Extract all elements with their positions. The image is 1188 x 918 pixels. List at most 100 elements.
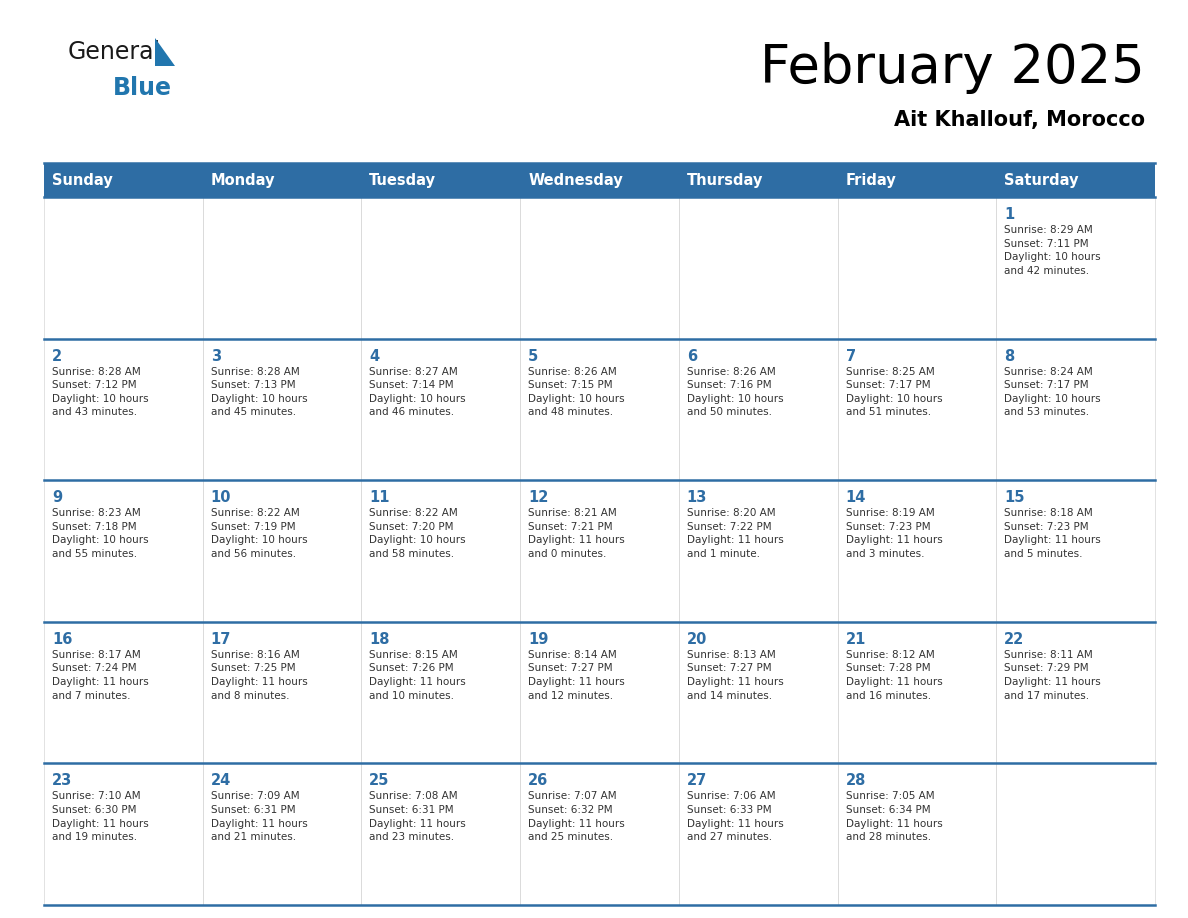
Text: 19: 19 bbox=[529, 632, 549, 647]
Text: Tuesday: Tuesday bbox=[369, 173, 436, 187]
Text: 1: 1 bbox=[1004, 207, 1015, 222]
Text: 16: 16 bbox=[52, 632, 72, 647]
Bar bbox=[520, 163, 678, 197]
Text: 12: 12 bbox=[529, 490, 549, 505]
Text: 9: 9 bbox=[52, 490, 62, 505]
Bar bbox=[838, 163, 997, 197]
Text: Sunrise: 8:15 AM
Sunset: 7:26 PM
Daylight: 11 hours
and 10 minutes.: Sunrise: 8:15 AM Sunset: 7:26 PM Dayligh… bbox=[369, 650, 466, 700]
Text: Sunrise: 8:28 AM
Sunset: 7:13 PM
Daylight: 10 hours
and 45 minutes.: Sunrise: 8:28 AM Sunset: 7:13 PM Dayligh… bbox=[210, 366, 308, 418]
Text: Thursday: Thursday bbox=[687, 173, 763, 187]
Bar bbox=[44, 764, 203, 905]
Text: 28: 28 bbox=[846, 773, 866, 789]
Text: Sunrise: 7:10 AM
Sunset: 6:30 PM
Daylight: 11 hours
and 19 minutes.: Sunrise: 7:10 AM Sunset: 6:30 PM Dayligh… bbox=[52, 791, 148, 842]
Text: 7: 7 bbox=[846, 349, 855, 364]
Text: Sunday: Sunday bbox=[52, 173, 113, 187]
Bar bbox=[678, 197, 838, 339]
Text: 5: 5 bbox=[529, 349, 538, 364]
Text: Sunrise: 8:20 AM
Sunset: 7:22 PM
Daylight: 11 hours
and 1 minute.: Sunrise: 8:20 AM Sunset: 7:22 PM Dayligh… bbox=[687, 509, 784, 559]
Bar bbox=[997, 197, 1155, 339]
Bar bbox=[838, 197, 997, 339]
Bar bbox=[997, 163, 1155, 197]
Text: Sunrise: 8:28 AM
Sunset: 7:12 PM
Daylight: 10 hours
and 43 minutes.: Sunrise: 8:28 AM Sunset: 7:12 PM Dayligh… bbox=[52, 366, 148, 418]
Text: 27: 27 bbox=[687, 773, 707, 789]
Bar bbox=[997, 339, 1155, 480]
Text: Wednesday: Wednesday bbox=[529, 173, 623, 187]
Text: Sunrise: 8:11 AM
Sunset: 7:29 PM
Daylight: 11 hours
and 17 minutes.: Sunrise: 8:11 AM Sunset: 7:29 PM Dayligh… bbox=[1004, 650, 1101, 700]
Bar bbox=[997, 764, 1155, 905]
Bar bbox=[997, 621, 1155, 764]
Text: 24: 24 bbox=[210, 773, 230, 789]
Text: Saturday: Saturday bbox=[1004, 173, 1079, 187]
Text: 18: 18 bbox=[369, 632, 390, 647]
Text: Sunrise: 7:05 AM
Sunset: 6:34 PM
Daylight: 11 hours
and 28 minutes.: Sunrise: 7:05 AM Sunset: 6:34 PM Dayligh… bbox=[846, 791, 942, 842]
Text: Sunrise: 8:29 AM
Sunset: 7:11 PM
Daylight: 10 hours
and 42 minutes.: Sunrise: 8:29 AM Sunset: 7:11 PM Dayligh… bbox=[1004, 225, 1101, 275]
Bar bbox=[361, 764, 520, 905]
Bar bbox=[838, 480, 997, 621]
Text: 6: 6 bbox=[687, 349, 697, 364]
Text: Sunrise: 8:22 AM
Sunset: 7:20 PM
Daylight: 10 hours
and 58 minutes.: Sunrise: 8:22 AM Sunset: 7:20 PM Dayligh… bbox=[369, 509, 466, 559]
Text: 14: 14 bbox=[846, 490, 866, 505]
Bar bbox=[361, 621, 520, 764]
Text: Sunrise: 8:14 AM
Sunset: 7:27 PM
Daylight: 11 hours
and 12 minutes.: Sunrise: 8:14 AM Sunset: 7:27 PM Dayligh… bbox=[529, 650, 625, 700]
Text: 17: 17 bbox=[210, 632, 230, 647]
Bar bbox=[838, 764, 997, 905]
Text: Sunrise: 8:23 AM
Sunset: 7:18 PM
Daylight: 10 hours
and 55 minutes.: Sunrise: 8:23 AM Sunset: 7:18 PM Dayligh… bbox=[52, 509, 148, 559]
Bar bbox=[838, 339, 997, 480]
Text: February 2025: February 2025 bbox=[760, 42, 1145, 94]
Polygon shape bbox=[154, 38, 175, 66]
Text: Sunrise: 8:18 AM
Sunset: 7:23 PM
Daylight: 11 hours
and 5 minutes.: Sunrise: 8:18 AM Sunset: 7:23 PM Dayligh… bbox=[1004, 509, 1101, 559]
Bar bbox=[678, 163, 838, 197]
Bar bbox=[678, 339, 838, 480]
Text: Monday: Monday bbox=[210, 173, 276, 187]
Text: Sunrise: 7:06 AM
Sunset: 6:33 PM
Daylight: 11 hours
and 27 minutes.: Sunrise: 7:06 AM Sunset: 6:33 PM Dayligh… bbox=[687, 791, 784, 842]
Bar bbox=[520, 480, 678, 621]
Bar bbox=[678, 764, 838, 905]
Text: 21: 21 bbox=[846, 632, 866, 647]
Text: 2: 2 bbox=[52, 349, 62, 364]
Bar bbox=[44, 197, 203, 339]
Text: 26: 26 bbox=[529, 773, 549, 789]
Text: Sunrise: 8:19 AM
Sunset: 7:23 PM
Daylight: 11 hours
and 3 minutes.: Sunrise: 8:19 AM Sunset: 7:23 PM Dayligh… bbox=[846, 509, 942, 559]
Text: Sunrise: 7:09 AM
Sunset: 6:31 PM
Daylight: 11 hours
and 21 minutes.: Sunrise: 7:09 AM Sunset: 6:31 PM Dayligh… bbox=[210, 791, 308, 842]
Bar bbox=[203, 621, 361, 764]
Text: Sunrise: 7:08 AM
Sunset: 6:31 PM
Daylight: 11 hours
and 23 minutes.: Sunrise: 7:08 AM Sunset: 6:31 PM Dayligh… bbox=[369, 791, 466, 842]
Text: 20: 20 bbox=[687, 632, 707, 647]
Bar bbox=[203, 163, 361, 197]
Bar bbox=[203, 764, 361, 905]
Text: 15: 15 bbox=[1004, 490, 1025, 505]
Text: 8: 8 bbox=[1004, 349, 1015, 364]
Text: Sunrise: 8:21 AM
Sunset: 7:21 PM
Daylight: 11 hours
and 0 minutes.: Sunrise: 8:21 AM Sunset: 7:21 PM Dayligh… bbox=[529, 509, 625, 559]
Bar bbox=[203, 197, 361, 339]
Text: Sunrise: 8:27 AM
Sunset: 7:14 PM
Daylight: 10 hours
and 46 minutes.: Sunrise: 8:27 AM Sunset: 7:14 PM Dayligh… bbox=[369, 366, 466, 418]
Bar bbox=[520, 339, 678, 480]
Bar bbox=[361, 163, 520, 197]
Bar bbox=[520, 764, 678, 905]
Bar bbox=[203, 339, 361, 480]
Text: 11: 11 bbox=[369, 490, 390, 505]
Bar bbox=[520, 197, 678, 339]
Bar bbox=[678, 480, 838, 621]
Text: 3: 3 bbox=[210, 349, 221, 364]
Bar bbox=[44, 339, 203, 480]
Bar bbox=[361, 339, 520, 480]
Text: 4: 4 bbox=[369, 349, 379, 364]
Text: Sunrise: 8:13 AM
Sunset: 7:27 PM
Daylight: 11 hours
and 14 minutes.: Sunrise: 8:13 AM Sunset: 7:27 PM Dayligh… bbox=[687, 650, 784, 700]
Bar bbox=[203, 480, 361, 621]
Text: Sunrise: 8:26 AM
Sunset: 7:15 PM
Daylight: 10 hours
and 48 minutes.: Sunrise: 8:26 AM Sunset: 7:15 PM Dayligh… bbox=[529, 366, 625, 418]
Text: 13: 13 bbox=[687, 490, 707, 505]
Bar bbox=[838, 621, 997, 764]
Bar bbox=[361, 197, 520, 339]
Text: Sunrise: 8:26 AM
Sunset: 7:16 PM
Daylight: 10 hours
and 50 minutes.: Sunrise: 8:26 AM Sunset: 7:16 PM Dayligh… bbox=[687, 366, 783, 418]
Text: Blue: Blue bbox=[113, 76, 172, 100]
Text: 23: 23 bbox=[52, 773, 72, 789]
Text: Sunrise: 8:12 AM
Sunset: 7:28 PM
Daylight: 11 hours
and 16 minutes.: Sunrise: 8:12 AM Sunset: 7:28 PM Dayligh… bbox=[846, 650, 942, 700]
Text: Friday: Friday bbox=[846, 173, 896, 187]
Text: Sunrise: 8:24 AM
Sunset: 7:17 PM
Daylight: 10 hours
and 53 minutes.: Sunrise: 8:24 AM Sunset: 7:17 PM Dayligh… bbox=[1004, 366, 1101, 418]
Bar bbox=[44, 163, 203, 197]
Text: Sunrise: 8:22 AM
Sunset: 7:19 PM
Daylight: 10 hours
and 56 minutes.: Sunrise: 8:22 AM Sunset: 7:19 PM Dayligh… bbox=[210, 509, 308, 559]
Text: Sunrise: 8:17 AM
Sunset: 7:24 PM
Daylight: 11 hours
and 7 minutes.: Sunrise: 8:17 AM Sunset: 7:24 PM Dayligh… bbox=[52, 650, 148, 700]
Bar bbox=[520, 621, 678, 764]
Text: 25: 25 bbox=[369, 773, 390, 789]
Bar bbox=[44, 621, 203, 764]
Text: 22: 22 bbox=[1004, 632, 1024, 647]
